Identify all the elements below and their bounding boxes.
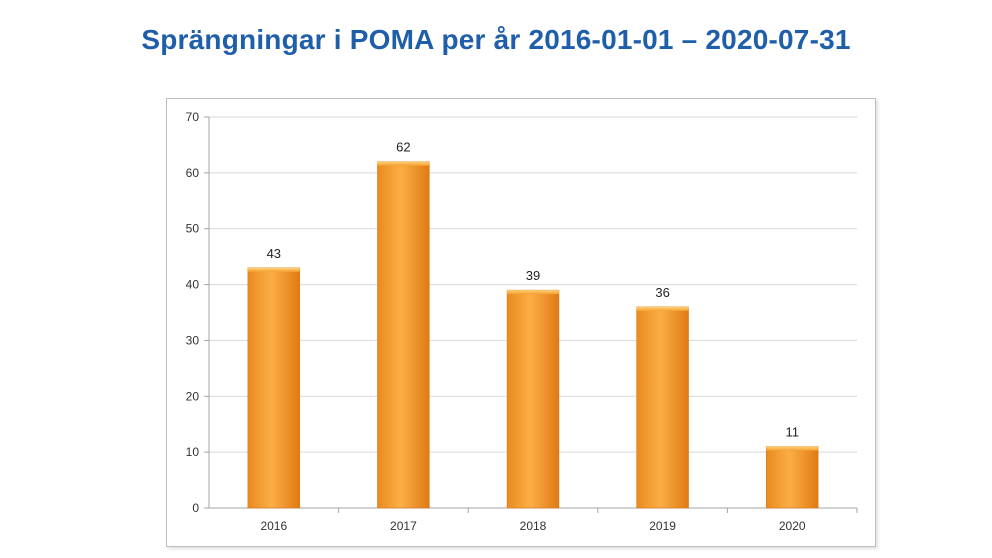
bar-top-highlight xyxy=(377,161,430,166)
bar-2017 xyxy=(377,161,430,509)
bar-top-highlight xyxy=(247,267,300,272)
x-tick-label-2018: 2018 xyxy=(520,519,547,533)
x-tick-label-2020: 2020 xyxy=(779,519,806,533)
chart-frame: 0 10 20 30 40 50 60 70 43 2016 62 2017 39 2018 36 2019 1… xyxy=(166,98,876,547)
y-tick-label: 60 xyxy=(186,166,200,180)
y-tick-label: 20 xyxy=(186,389,200,403)
data-label-2017: 62 xyxy=(396,140,410,155)
x-tick-label-2016: 2016 xyxy=(260,519,287,533)
bar-2018 xyxy=(506,289,560,509)
bar-2016 xyxy=(247,267,301,509)
labels: 0 10 20 30 40 50 60 70 43 2016 62 2017 39 2018 36 2019 1… xyxy=(186,110,806,533)
bar-top-highlight xyxy=(766,446,819,451)
y-tick-label: 70 xyxy=(186,110,200,124)
y-tick-label: 10 xyxy=(186,445,200,459)
bar-2020 xyxy=(765,446,819,509)
y-tick-label: 40 xyxy=(186,278,200,292)
bar-top-highlight xyxy=(507,290,559,295)
y-tick-label: 50 xyxy=(186,222,200,236)
data-label-2019: 36 xyxy=(655,285,669,300)
x-tick-label-2017: 2017 xyxy=(390,519,417,533)
bar-top-highlight xyxy=(636,306,689,311)
y-tick-label: 0 xyxy=(192,501,199,515)
data-label-2018: 39 xyxy=(526,268,540,283)
data-label-2016: 43 xyxy=(267,246,281,261)
bar-chart: 0 10 20 30 40 50 60 70 43 2016 62 2017 39 2018 36 2019 1… xyxy=(186,110,858,533)
data-label-2020: 11 xyxy=(785,425,799,440)
bar-2019 xyxy=(636,306,689,509)
x-tick-label-2019: 2019 xyxy=(649,519,676,533)
page-title: Sprängningar i POMA per år 2016-01-01 – … xyxy=(141,24,851,55)
bars xyxy=(247,161,819,509)
y-tick-label: 30 xyxy=(186,333,200,347)
